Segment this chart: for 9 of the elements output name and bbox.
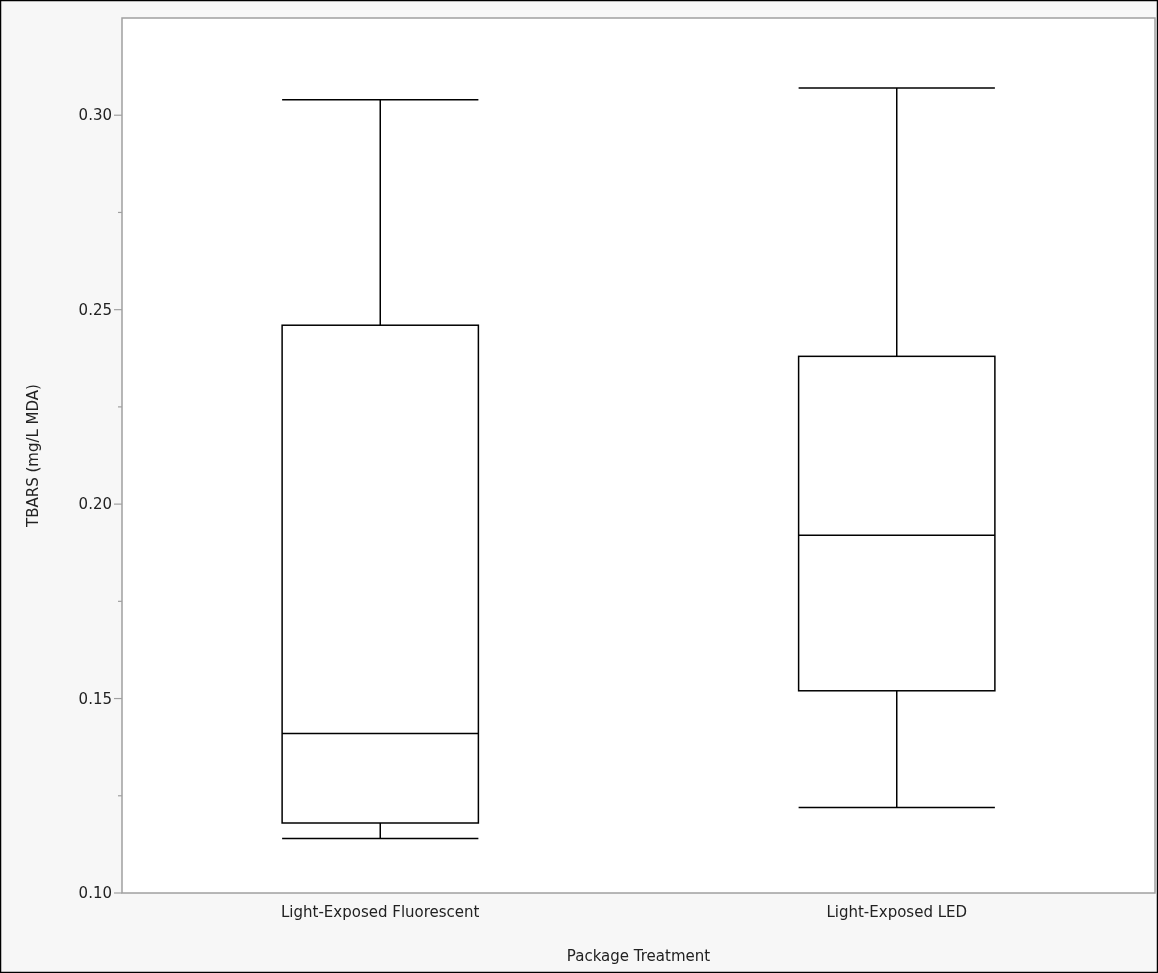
x-axis-title: Package Treatment	[566, 947, 711, 965]
y-axis-title: TBARS (mg/L MDA)	[24, 384, 42, 528]
y-tick-label: 0.15	[78, 689, 112, 708]
y-tick-label: 0.25	[78, 300, 112, 319]
y-tick-label: 0.10	[78, 884, 112, 903]
x-tick-label: Light-Exposed LED	[826, 903, 968, 921]
y-tick-label: 0.20	[78, 495, 112, 514]
x-tick-label: Light-Exposed Fluorescent	[281, 903, 480, 921]
y-tick-label: 0.30	[78, 106, 112, 125]
